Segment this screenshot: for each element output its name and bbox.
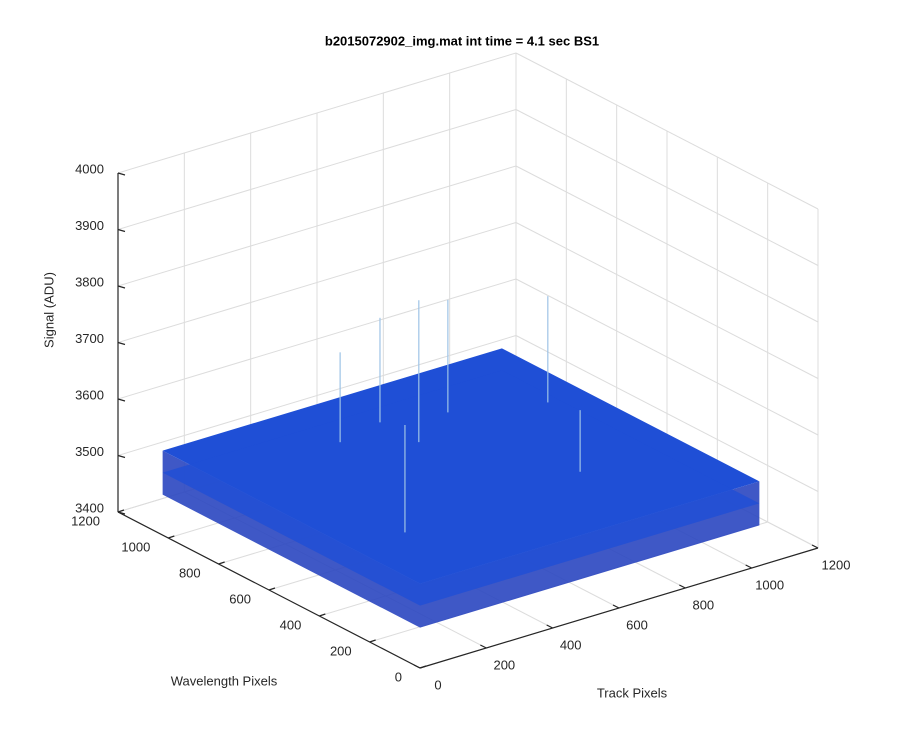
grid-line: [117, 335, 517, 456]
z-tick: [117, 172, 126, 176]
x-tick: [745, 564, 752, 569]
y-tick: [419, 665, 427, 669]
y-tick-label: 1200: [71, 513, 100, 528]
x-tick: [480, 644, 487, 649]
x-tick: [546, 624, 553, 629]
grid-line: [515, 109, 819, 266]
y-tick-label: 1000: [121, 539, 150, 554]
x-tick-label: 1000: [755, 577, 784, 592]
grid-line: [117, 165, 517, 287]
x-tick-label: 400: [560, 637, 582, 652]
x-tick-label: 1200: [822, 557, 851, 572]
z-tick: [117, 285, 126, 289]
z-tick: [117, 511, 126, 515]
y-tick-label: 0: [395, 669, 402, 684]
grid-line: [117, 52, 517, 174]
y-tick: [369, 639, 376, 643]
x-tick: [679, 584, 686, 589]
grid-line: [117, 222, 517, 343]
chart-title: b2015072902_img.mat int time = 4.1 sec B…: [325, 33, 599, 48]
x-tick-label: 800: [692, 597, 714, 612]
x-tick: [413, 664, 421, 669]
z-tick: [117, 398, 126, 402]
z-tick: [117, 341, 126, 346]
grid-line: [117, 109, 517, 230]
grid-line: [117, 278, 517, 400]
z-tick: [117, 454, 126, 459]
grid-line: [515, 222, 819, 379]
y-tick: [168, 535, 175, 539]
y-tick: [319, 613, 326, 617]
surface-top: [162, 370, 760, 606]
y-tick: [218, 561, 225, 565]
x-axis-label: Track Pixels: [597, 685, 668, 700]
y-tick-label: 800: [179, 565, 201, 580]
grid-line: [515, 52, 819, 210]
x-tick: [612, 604, 620, 609]
x-tick-label: 0: [434, 677, 441, 692]
grid-line: [515, 165, 819, 323]
y-tick: [268, 587, 276, 591]
y-tick-label: 200: [330, 643, 352, 658]
z-tick-label: 3800: [75, 274, 104, 289]
grid-line: [515, 335, 819, 492]
z-tick-label: 3700: [75, 331, 104, 346]
x-tick-label: 200: [493, 657, 515, 672]
z-tick-label: 3400: [75, 500, 104, 515]
x-tick-label: 600: [626, 617, 648, 632]
z-tick-label: 4000: [75, 161, 104, 176]
z-tick: [117, 228, 126, 233]
y-axis-label: Wavelength Pixels: [171, 673, 278, 688]
y-tick-label: 400: [280, 617, 302, 632]
grid-line: [515, 278, 819, 436]
z-axis-label: Signal (ADU): [41, 272, 56, 348]
z-tick-label: 3500: [75, 444, 104, 459]
y-tick-label: 600: [229, 591, 251, 606]
z-tick-label: 3900: [75, 218, 104, 233]
z-tick-label: 3600: [75, 387, 104, 402]
x-tick: [811, 544, 819, 549]
